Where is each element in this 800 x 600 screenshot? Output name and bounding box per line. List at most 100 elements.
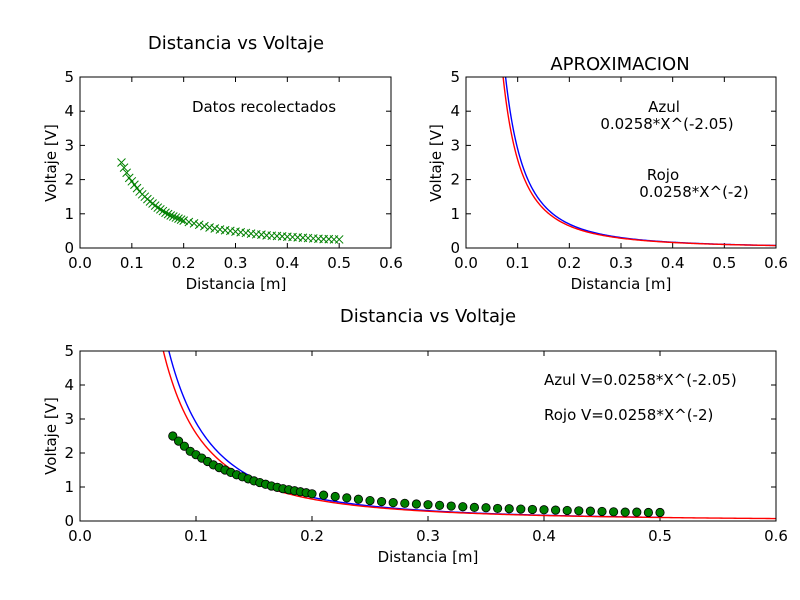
x-tick-label: 0.5 <box>327 254 351 272</box>
x-tick-label: 0.2 <box>557 254 581 272</box>
y-tick-label: 2 <box>64 444 74 462</box>
x-tick-label: 0.3 <box>609 254 633 272</box>
data-point <box>458 502 468 512</box>
data-point <box>446 501 456 511</box>
data-point <box>376 497 387 507</box>
rojo-fit-curve <box>502 77 776 247</box>
data-point <box>643 507 654 518</box>
y-tick-label: 3 <box>64 410 74 428</box>
panel-data: Distancia vs Voltaje Distancia [m] Volta… <box>42 33 403 293</box>
panel-combined-ticks: 0.0 0.1 0.2 0.3 0.4 0.5 0.6 0 1 2 3 4 5 <box>64 342 787 545</box>
y-tick-label: 0 <box>64 512 74 530</box>
x-tick-label: 0.6 <box>764 527 788 545</box>
data-point-x <box>184 217 194 227</box>
data-point <box>388 498 398 508</box>
data-point <box>585 506 596 516</box>
y-tick-label: 3 <box>450 136 460 154</box>
y-tick-label: 3 <box>64 136 74 154</box>
panel-data-frame <box>79 76 392 249</box>
x-tick-label: 0.6 <box>379 254 403 272</box>
y-tick-label: 5 <box>450 68 460 86</box>
panel-data-ylabel: Voltaje [V] <box>42 124 60 202</box>
data-point <box>168 431 178 441</box>
x-tick-label: 0.1 <box>184 527 208 545</box>
data-point <box>330 491 340 502</box>
data-point <box>516 504 526 514</box>
data-point-x <box>189 219 199 228</box>
data-point <box>307 489 317 499</box>
x-tick-label: 0.0 <box>454 254 478 272</box>
data-point-x <box>122 168 132 178</box>
data-point <box>574 506 584 516</box>
data-point-x <box>174 214 183 223</box>
panel-data-title: Distancia vs Voltaje <box>148 33 324 54</box>
panel-approx-xlabel: Distancia [m] <box>571 275 672 293</box>
panel-combined-marks <box>162 351 776 520</box>
panel-approx-annotation-rojo: Rojo <box>647 166 679 184</box>
data-point <box>434 500 445 510</box>
y-tick-label: 4 <box>64 102 74 120</box>
x-tick-label: 0.2 <box>172 254 196 272</box>
x-tick-label: 0.4 <box>532 527 556 545</box>
panel-approx: APROXIMACION Distancia [m] Voltaje [V] A… <box>427 54 788 293</box>
y-tick-label: 1 <box>450 205 460 223</box>
data-point <box>365 495 375 506</box>
data-point-x <box>155 205 165 214</box>
y-tick-label: 1 <box>64 205 74 223</box>
panel-data-ticks: 0.0 0.1 0.2 0.3 0.4 0.5 0.6 0 1 2 3 4 5 <box>64 68 402 272</box>
data-point <box>342 493 352 503</box>
data-point-x <box>119 163 129 172</box>
panel-data-xlabel: Distancia [m] <box>186 275 287 293</box>
data-point <box>469 502 479 512</box>
data-point <box>481 503 491 513</box>
data-point <box>597 506 607 517</box>
panel-combined-xlabel: Distancia [m] <box>378 548 479 566</box>
data-point <box>423 500 433 510</box>
y-tick-label: 5 <box>64 342 74 360</box>
data-point <box>620 507 630 517</box>
data-point <box>539 505 549 515</box>
panel-combined-title: Distancia vs Voltaje <box>340 306 516 327</box>
y-tick-label: 1 <box>64 478 74 496</box>
data-point-x <box>194 220 204 230</box>
data-point <box>492 503 503 514</box>
x-tick-label: 0.0 <box>68 254 92 272</box>
x-tick-label: 0.0 <box>68 527 92 545</box>
x-tick-label: 0.2 <box>300 527 324 545</box>
panel-combined-frame <box>79 350 777 522</box>
y-tick-label: 2 <box>450 171 460 189</box>
panel-approx-title: APROXIMACION <box>550 54 689 75</box>
data-point <box>353 494 363 504</box>
panel-data-annotation: Datos recolectados <box>192 98 336 116</box>
data-point <box>608 507 619 517</box>
x-tick-label: 0.1 <box>506 254 530 272</box>
data-point <box>527 504 538 515</box>
data-point <box>411 499 421 509</box>
data-point-x <box>117 158 126 167</box>
data-point-x <box>200 221 209 231</box>
data-point-x <box>334 235 344 244</box>
panel-combined: Distancia vs Voltaje Distancia [m] Volta… <box>42 306 788 566</box>
panel-combined-annotation-azul: Azul V=0.0258*X^(-2.05) <box>544 371 737 389</box>
y-tick-label: 5 <box>64 68 74 86</box>
panel-approx-ylabel: Voltaje [V] <box>427 124 445 202</box>
data-point-x <box>166 211 176 220</box>
data-point-x <box>176 215 186 224</box>
panel-approx-annotation-rojo-formula: 0.0258*X^(-2) <box>639 183 749 201</box>
data-point-x <box>161 208 170 218</box>
data-point-x <box>171 213 181 222</box>
data-point-x <box>168 212 178 221</box>
data-point-x <box>210 224 220 233</box>
data-point <box>562 505 572 516</box>
x-tick-label: 0.5 <box>648 527 672 545</box>
data-point <box>655 507 665 518</box>
data-point-x <box>205 223 214 232</box>
x-tick-label: 0.3 <box>416 527 440 545</box>
data-point-x <box>179 216 189 225</box>
rojo-fit-curve <box>162 351 776 520</box>
y-tick-label: 0 <box>450 239 460 257</box>
panel-approx-annotation-azul: Azul <box>648 98 680 116</box>
panel-approx-ticks: 0.0 0.1 0.2 0.3 0.4 0.5 0.6 0 1 2 3 4 5 <box>450 68 787 272</box>
